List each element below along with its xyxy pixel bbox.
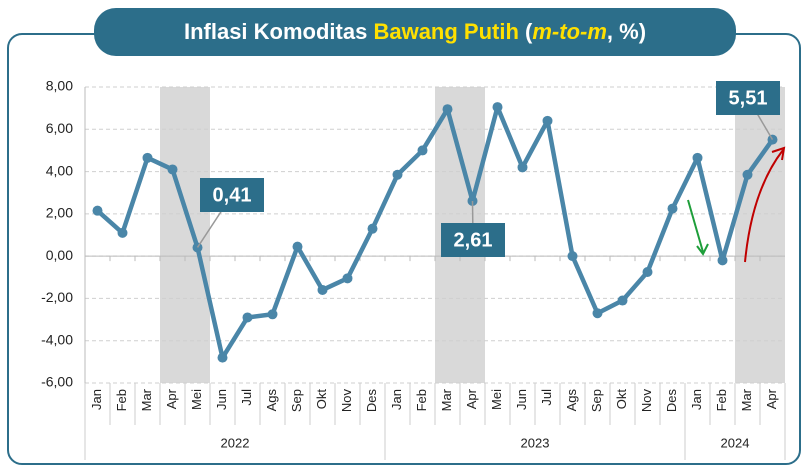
trend-arrow-head (771, 146, 786, 161)
title-part: m-to-m (532, 19, 607, 44)
data-point (742, 169, 753, 180)
title-part: Bawang Putih (373, 19, 518, 44)
series-line (96, 104, 775, 360)
x-tick-label: Jun (214, 389, 229, 410)
data-point (542, 115, 553, 126)
callout-box (441, 223, 505, 257)
data-label: 2,61 (454, 229, 493, 251)
x-tick-label: Feb (114, 389, 129, 411)
data-point (142, 152, 153, 163)
data-point (242, 312, 253, 323)
title-pill (94, 8, 736, 56)
title-part: , %) (607, 19, 646, 44)
x-tick-label: Mar (439, 388, 454, 411)
x-tick-label: Nov (339, 389, 354, 413)
data-point (692, 152, 703, 163)
x-tick-label: Apr (764, 388, 779, 409)
shade-band (735, 87, 785, 383)
data-point (567, 251, 578, 262)
x-tick-label: Sep (289, 389, 304, 412)
shade-band (160, 87, 210, 383)
year-label: 2024 (721, 435, 750, 450)
title-part: Inflasi Komoditas (184, 19, 373, 44)
data-point (292, 241, 303, 252)
y-tick-label: 6,00 (46, 120, 73, 136)
trend-arrow (687, 199, 704, 253)
y-tick-label: -6,00 (41, 374, 73, 390)
year-label: 2022 (221, 435, 250, 450)
x-tick-label: Nov (639, 389, 654, 413)
data-point (492, 102, 503, 113)
x-tick-label: Apr (164, 388, 179, 409)
y-tick-label: 4,00 (46, 162, 73, 178)
data-point (167, 164, 178, 175)
chart-title: Inflasi Komoditas Bawang Putih (m-to-m, … (184, 19, 646, 44)
y-tick-label: 2,00 (46, 205, 73, 221)
x-tick-label: Mar (739, 388, 754, 411)
x-tick-label: Mei (189, 389, 204, 410)
x-tick-label: Ags (564, 389, 579, 412)
x-tick-label: Ags (264, 389, 279, 412)
callout-box (716, 81, 780, 115)
data-point (342, 273, 353, 284)
data-point (117, 227, 128, 238)
year-label: 2023 (521, 435, 550, 450)
trend-arrow (744, 149, 784, 263)
callout-box (200, 178, 264, 212)
data-point (517, 162, 528, 173)
data-point (667, 203, 678, 214)
data-label: 0,41 (213, 184, 252, 206)
data-point (267, 309, 278, 320)
data-point (642, 267, 653, 277)
x-tick-label: Feb (414, 389, 429, 411)
data-point (442, 104, 453, 115)
x-tick-label: Jul (539, 389, 554, 406)
y-tick-label: -2,00 (41, 289, 73, 305)
x-tick-label: Des (664, 389, 679, 413)
y-tick-label: -4,00 (41, 331, 73, 347)
trend-arrow-head (696, 243, 709, 256)
data-point (367, 223, 378, 234)
x-tick-label: Apr (464, 388, 479, 409)
x-tick-label: Jun (514, 389, 529, 410)
x-tick-label: Mei (489, 389, 504, 410)
data-point (717, 255, 728, 266)
x-tick-label: Des (364, 389, 379, 413)
data-point (317, 284, 328, 295)
y-tick-label: 8,00 (46, 78, 73, 94)
data-point (217, 352, 228, 363)
x-tick-label: Jan (89, 389, 104, 410)
x-tick-label: Okt (314, 389, 329, 410)
x-tick-label: Mar (139, 388, 154, 411)
data-label: 5,51 (729, 87, 768, 109)
data-point (617, 295, 628, 306)
data-point (592, 308, 603, 319)
x-tick-label: Jan (389, 389, 404, 410)
x-tick-label: Jul (239, 389, 254, 406)
x-tick-label: Jan (689, 389, 704, 410)
plot: -6,00 -4,00 -2,00 0,00 2,00 4,00 6,00 8,00 Jan Fe… (41, 78, 786, 460)
y-tick-label: 0,00 (46, 247, 73, 263)
data-point (392, 169, 403, 180)
title-part: ( (519, 19, 533, 44)
x-tick-label: Okt (614, 389, 629, 410)
x-tick-label: Feb (714, 389, 729, 411)
data-point (417, 145, 428, 156)
x-tick-label: Sep (589, 389, 604, 412)
data-point (92, 205, 103, 216)
